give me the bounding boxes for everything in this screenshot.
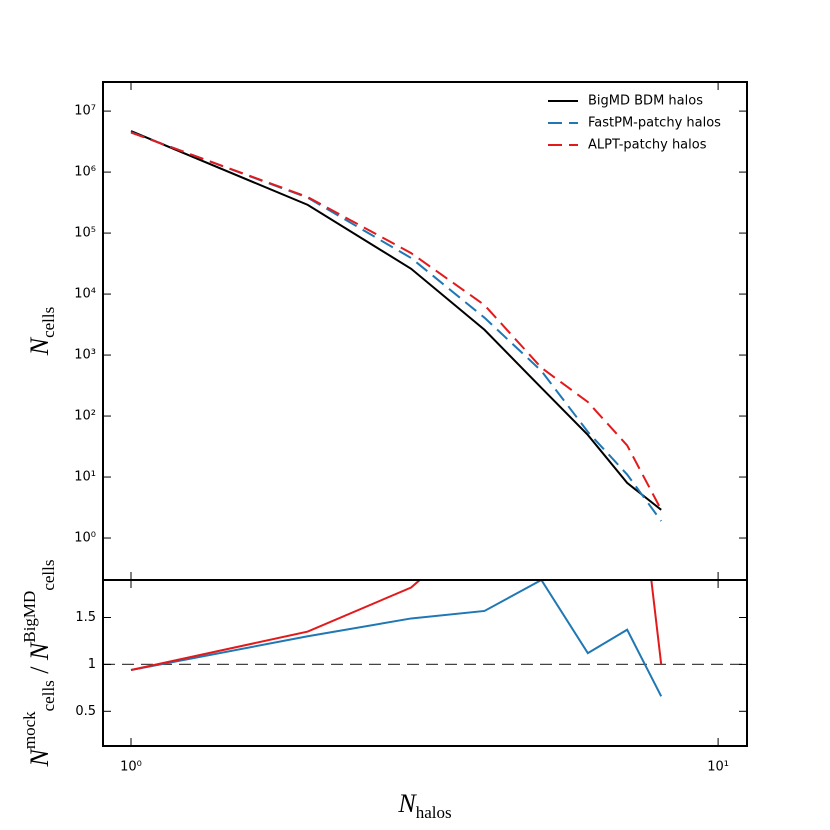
label-part: N: [25, 641, 54, 661]
x-axis-label: Nhalos: [397, 789, 451, 822]
series-line: [130, 131, 663, 511]
legend-label: ALPT-patchy halos: [588, 138, 707, 153]
label-part: /: [25, 660, 54, 680]
y-tick-label: 1: [88, 657, 96, 672]
x-tick-label: 10¹: [707, 760, 729, 775]
y-tick-label: 10⁰: [74, 531, 96, 546]
series-line: [130, 130, 662, 511]
y-tick-label: 10⁵: [74, 226, 96, 241]
series-line: [130, 131, 663, 522]
frame: [102, 579, 748, 747]
y-tick-label: 10¹: [74, 470, 96, 485]
label-part: cells: [39, 680, 58, 711]
label-part: cells: [39, 560, 58, 591]
label-part: N: [397, 789, 417, 818]
legend-label: BigMD BDM halos: [588, 94, 703, 109]
y-axis-label: Ncells: [25, 307, 58, 357]
series-line: [130, 580, 663, 672]
y-tick-label: 10⁷: [74, 104, 96, 119]
x-tick-label: 10⁰: [120, 760, 142, 775]
y-tick-label: 0.5: [75, 704, 96, 719]
series-line: [130, 580, 663, 697]
label-part: N: [25, 336, 54, 356]
y-tick-label: 1.5: [75, 610, 96, 625]
plot-area: [103, 580, 747, 697]
label-part: mock: [20, 711, 39, 749]
y-tick-label: 10⁴: [74, 287, 96, 302]
y-tick-label: 10³: [74, 348, 96, 363]
label-part: halos: [416, 803, 452, 822]
label-part: BigMD: [20, 591, 39, 643]
label-part: N: [25, 747, 54, 767]
legend-label: FastPM-patchy halos: [588, 116, 721, 131]
plot-area: [130, 130, 663, 522]
y-tick-label: 10²: [74, 409, 96, 424]
y-tick-label: 10⁶: [74, 165, 96, 180]
y-axis-label: Nmockcells / NBigMDcells: [20, 560, 58, 768]
label-part: cells: [39, 307, 58, 338]
